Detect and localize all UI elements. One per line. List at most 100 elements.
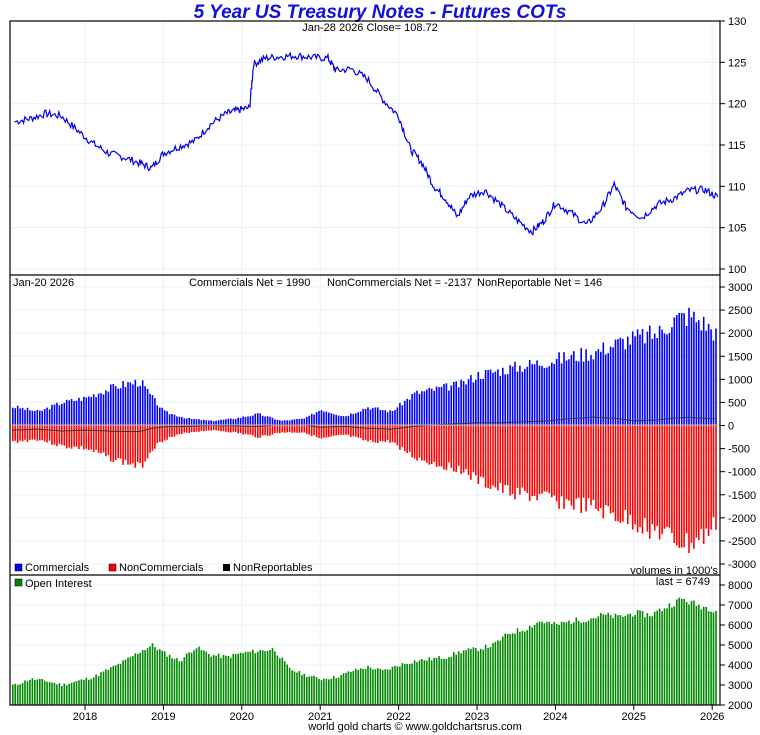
noncommercials-bar [352, 425, 355, 437]
commercials-bar [181, 417, 183, 426]
commercials-bar [560, 363, 563, 426]
noncommercials-bar [281, 425, 284, 433]
open-interest-bar [112, 665, 115, 705]
commercials-bar [127, 382, 129, 426]
commercials-bar [668, 332, 671, 426]
noncommercials-bar [288, 425, 291, 432]
open-interest-bar [573, 622, 575, 705]
commercials-bar [430, 388, 433, 426]
noncommercials-bar [357, 425, 359, 438]
commercials-bar [43, 408, 46, 426]
commercials-bar [88, 396, 90, 426]
noncommercials-bar [337, 425, 340, 435]
noncommercials-bar [21, 425, 24, 442]
noncommercials-bar [712, 425, 715, 518]
commercials-bar [357, 412, 359, 426]
open-interest-bar [203, 650, 205, 705]
noncommercials-bar [29, 425, 31, 440]
noncommercials-bar [124, 425, 127, 460]
noncommercials-bar [506, 425, 509, 486]
noncommercials-bar [166, 425, 168, 440]
noncommercials-bar [619, 425, 622, 523]
noncommercials-bar [448, 425, 450, 463]
open-interest-bar [644, 617, 646, 705]
noncommercials-bar [149, 425, 151, 453]
open-interest-bar [521, 630, 524, 705]
noncommercials-bar [141, 425, 144, 468]
open-interest-bar [489, 647, 492, 705]
open-interest-bar [183, 657, 186, 705]
noncommercials-bar [293, 425, 296, 433]
noncommercials-bar [266, 425, 269, 436]
commercials-bar [712, 340, 715, 426]
open-interest-bar [372, 669, 374, 705]
noncommercials-bar [592, 425, 595, 500]
commercials-bar [700, 330, 703, 426]
commercials-bar [702, 316, 705, 426]
open-interest-bar [51, 682, 53, 705]
commercials-bar [676, 315, 678, 426]
open-interest-bar [560, 621, 563, 705]
noncommercials-bar [528, 425, 531, 501]
commercials-bar [695, 322, 698, 426]
noncommercials-bar [318, 425, 320, 439]
commercials-bar [306, 416, 308, 426]
commercials-bar [475, 379, 477, 426]
noncommercials-bar [521, 425, 524, 488]
open-interest-bar [14, 683, 16, 705]
commercials-bar [585, 349, 587, 426]
noncommercials-bar [666, 425, 668, 527]
commercials-bar [303, 418, 306, 426]
noncommercials-bar [644, 425, 646, 518]
commercials-bar [450, 385, 453, 426]
open-interest-bar [102, 671, 105, 705]
commercials-bar [426, 389, 428, 426]
noncommercials-bar [24, 425, 26, 440]
open-interest-bar [369, 667, 372, 705]
open-interest-bar [337, 677, 340, 705]
open-interest-bar [497, 640, 499, 705]
noncommercials-bar [631, 425, 634, 530]
open-interest-bar [582, 622, 585, 705]
commercials-bar [673, 317, 676, 426]
commercials-bar [462, 381, 465, 426]
noncommercials-bar [257, 425, 259, 438]
open-interest-bar [477, 651, 480, 705]
noncommercials-bar [156, 425, 159, 444]
commercials-bar [276, 419, 279, 426]
commercials-bar [379, 410, 382, 426]
noncommercials-bar [80, 425, 83, 447]
open-interest-bar [225, 655, 227, 705]
commercials-bar [217, 420, 220, 426]
open-interest-bar [306, 677, 308, 705]
open-interest-bar [377, 668, 379, 705]
open-interest-bar [293, 671, 296, 705]
open-interest-bar [700, 609, 703, 705]
open-interest-bar [119, 664, 122, 705]
commercials-bar [472, 382, 475, 426]
noncommercials-bar [274, 425, 276, 434]
noncommercials-bar [119, 425, 122, 459]
noncommercials-bar [607, 425, 609, 507]
open-interest-bar [239, 652, 242, 705]
commercials-bar [506, 374, 509, 426]
open-interest-bar [217, 653, 220, 705]
noncommercials-bar [560, 425, 563, 497]
open-interest-bar [237, 653, 239, 705]
commercials-bar [570, 355, 573, 426]
commercials-bar [587, 360, 590, 426]
open-interest-bar [680, 599, 683, 705]
noncommercials-bar [548, 425, 551, 494]
commercials-bar [183, 418, 186, 426]
noncommercials-bar [129, 425, 132, 465]
noncommercials-bar [524, 425, 526, 491]
commercials-bar [264, 416, 266, 426]
open-interest-bar [12, 684, 14, 705]
commercials-bar [337, 415, 340, 426]
commercials-bar [484, 370, 487, 426]
noncommercials-bar [629, 425, 631, 515]
commercials-bar [384, 410, 386, 426]
open-interest-bar [222, 655, 225, 705]
commercials-bar [171, 414, 173, 426]
open-interest-bar [36, 679, 39, 705]
